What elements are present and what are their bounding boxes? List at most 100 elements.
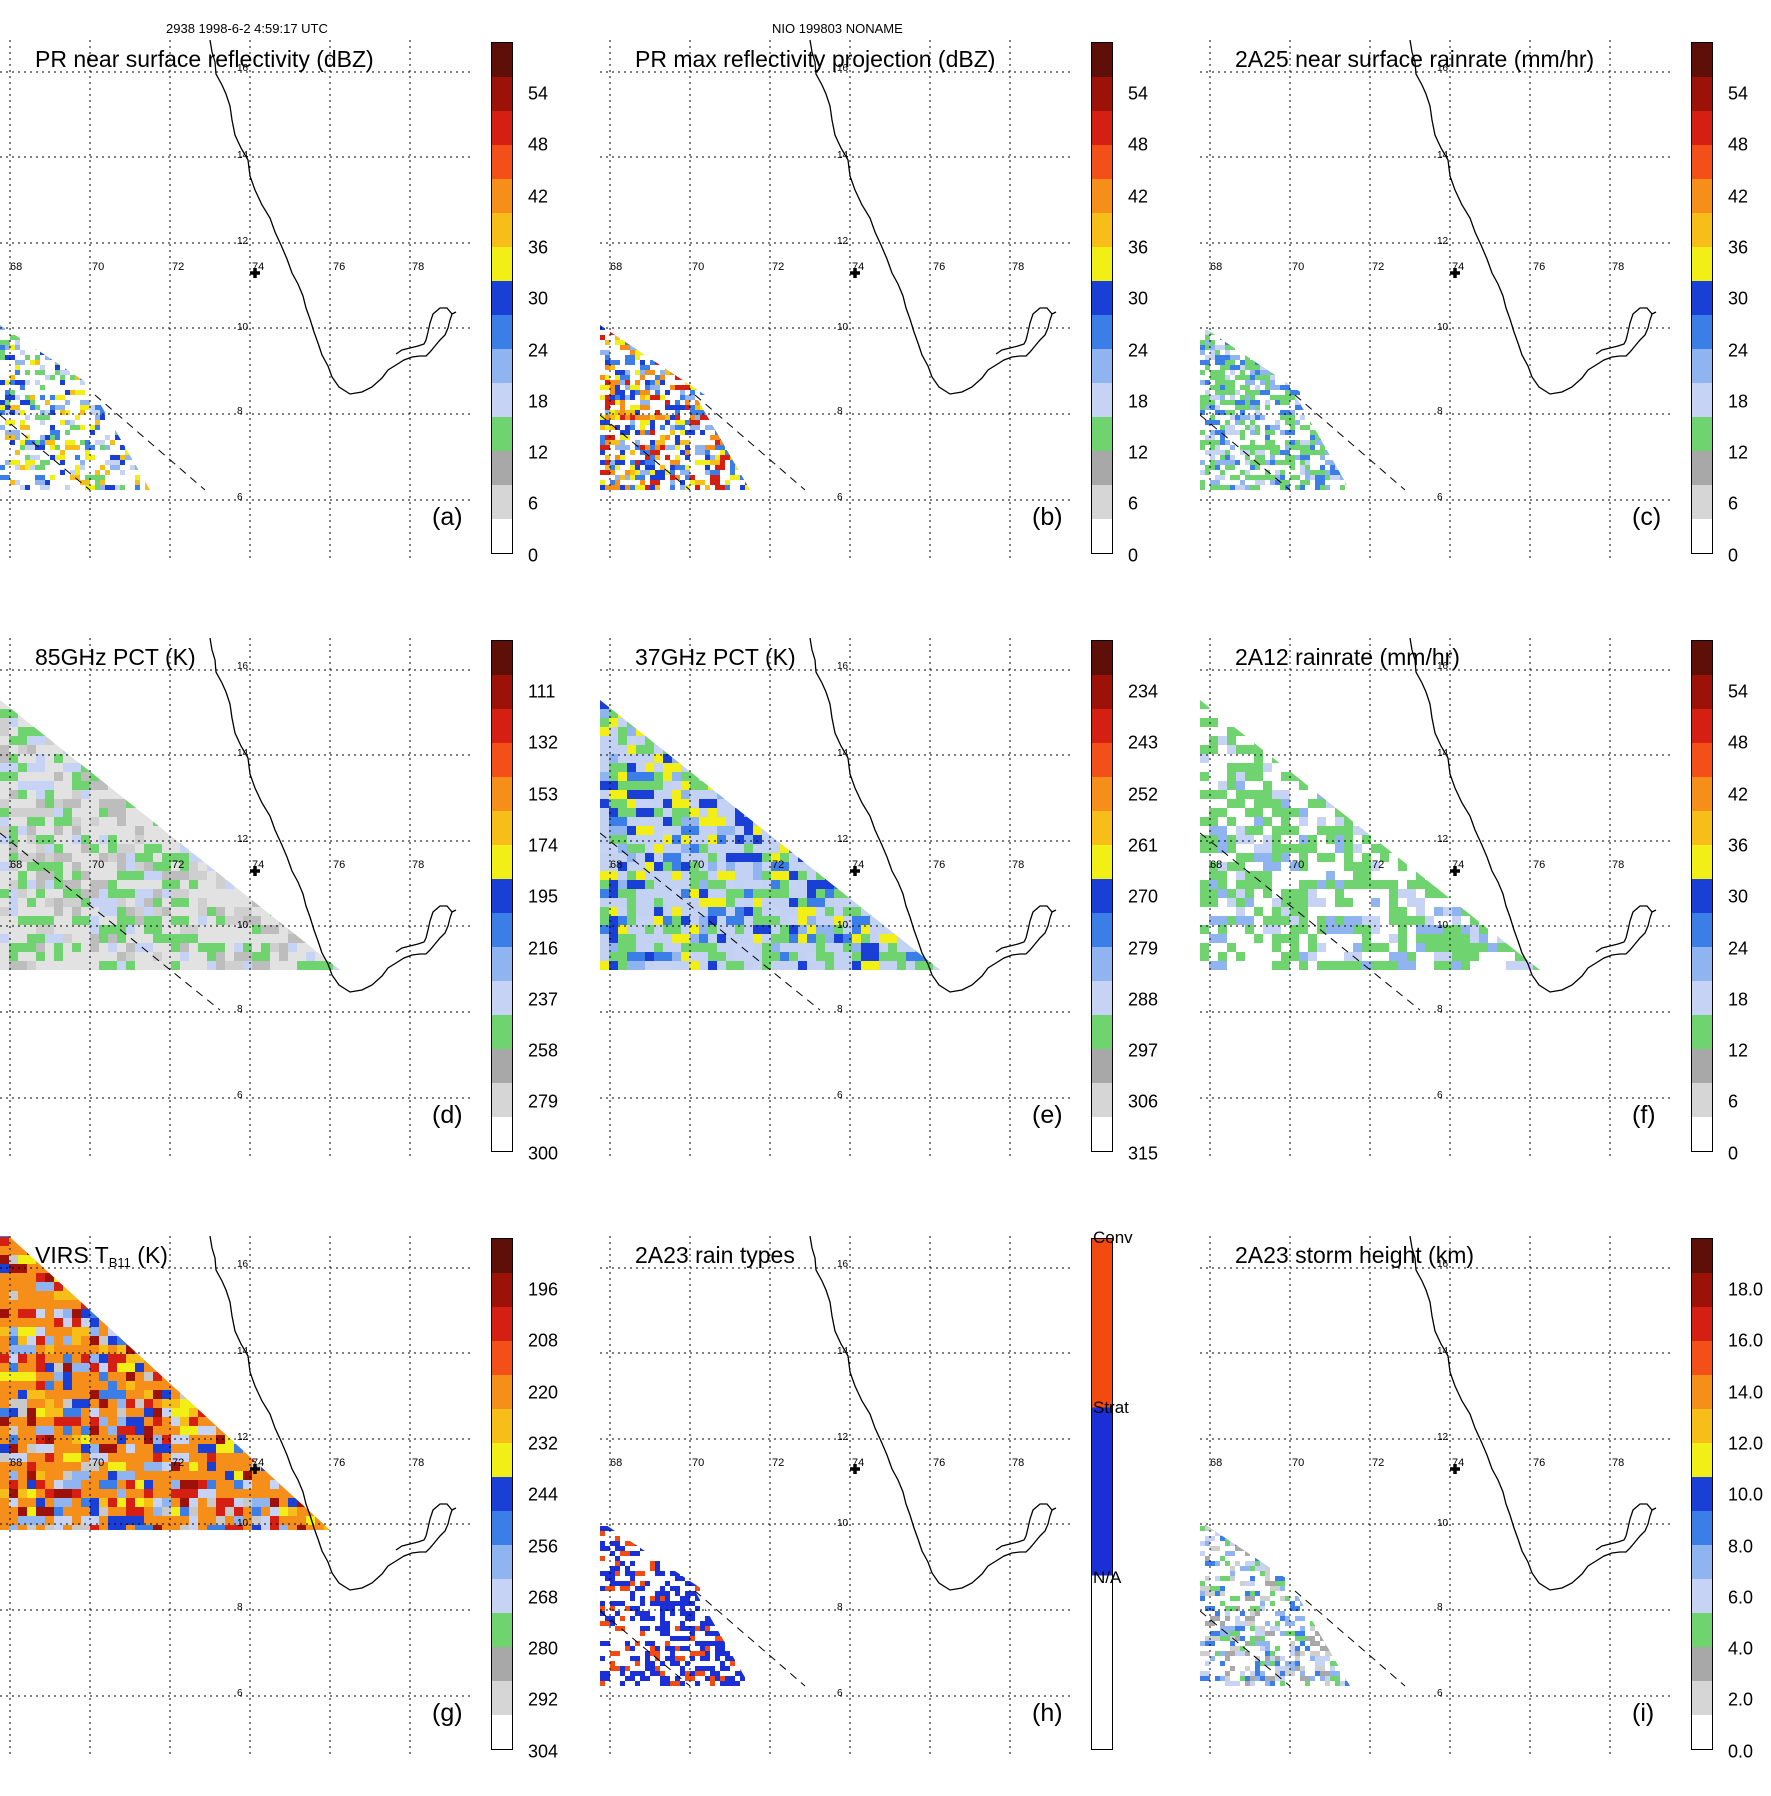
data-cell — [18, 1236, 36, 1237]
data-cell — [807, 817, 816, 826]
data-cell — [1325, 400, 1330, 405]
data-cell — [600, 480, 605, 485]
data-cell — [1488, 772, 1506, 781]
data-cell — [807, 889, 816, 898]
data-cell — [0, 405, 5, 410]
data-cell — [720, 1616, 725, 1621]
data-cell — [1255, 480, 1265, 485]
data-cell — [705, 1541, 715, 1546]
lat-label: 8 — [837, 1602, 843, 1613]
data-cell — [198, 1480, 207, 1489]
data-cell — [670, 470, 675, 475]
coastline — [210, 40, 456, 394]
data-cell — [324, 907, 342, 916]
data-cell — [1280, 360, 1290, 365]
data-cell — [243, 1399, 252, 1408]
data-cell — [1353, 727, 1371, 736]
data-cell — [1425, 700, 1443, 709]
data-cell — [740, 485, 745, 490]
data-cell — [681, 808, 690, 817]
data-cell — [225, 1237, 234, 1246]
data-cell — [1260, 1561, 1270, 1566]
data-cell — [1407, 799, 1416, 808]
data-cell — [720, 1586, 730, 1591]
data-cell — [1524, 871, 1533, 880]
data-cell — [1461, 736, 1479, 745]
data-cell — [1326, 880, 1335, 889]
data-cell — [630, 1671, 635, 1676]
data-cell — [36, 1426, 54, 1435]
data-cell — [625, 470, 630, 475]
lat-label: 16 — [837, 1259, 848, 1270]
data-cell — [1275, 355, 1285, 360]
data-cell — [99, 1390, 117, 1399]
data-cell — [1310, 335, 1320, 340]
data-cell — [1215, 370, 1225, 375]
data-cell — [1461, 763, 1470, 772]
data-cell — [180, 1507, 189, 1516]
data-cell — [1209, 871, 1227, 880]
data-cell — [63, 799, 81, 808]
data-cell — [1265, 1566, 1270, 1571]
data-cell — [55, 405, 65, 410]
data-cell — [180, 1237, 189, 1246]
data-cell — [655, 1591, 665, 1596]
data-cell — [735, 1636, 740, 1641]
lat-label: 6 — [237, 492, 243, 503]
colorbar-tick: 111 — [528, 682, 555, 703]
colorbar — [1091, 640, 1113, 1152]
data-cell — [117, 1282, 126, 1291]
colorbar-tick: 48 — [1128, 135, 1148, 156]
data-cell — [1398, 934, 1407, 943]
data-cell — [1270, 360, 1275, 365]
data-cell — [1315, 1591, 1325, 1596]
data-cell — [1524, 754, 1542, 763]
data-cell — [879, 907, 897, 916]
data-cell — [627, 898, 636, 907]
data-cell — [243, 961, 252, 970]
data-cell — [710, 1676, 715, 1681]
colorbar-tick: 54 — [1728, 84, 1748, 105]
data-cell — [1434, 718, 1452, 727]
data-cell — [1524, 799, 1542, 808]
data-cell — [36, 1354, 45, 1363]
data-cell — [1330, 1576, 1335, 1581]
data-cell — [1220, 385, 1225, 390]
data-cell — [933, 934, 942, 943]
data-cell — [234, 907, 252, 916]
data-cell — [708, 862, 717, 871]
data-cell — [1335, 790, 1344, 799]
data-cell — [1260, 1541, 1265, 1546]
data-cell — [279, 1336, 288, 1345]
data-cell — [315, 1399, 324, 1408]
data-cell — [771, 871, 789, 880]
data-cell — [1230, 475, 1235, 480]
data-cell — [90, 1273, 99, 1282]
data-cell — [1281, 799, 1290, 808]
data-cell — [110, 390, 120, 395]
data-cell — [279, 1417, 288, 1426]
coastline — [396, 1504, 452, 1550]
data-cell — [852, 700, 861, 709]
data-cell — [1310, 1551, 1315, 1556]
data-cell — [670, 1621, 675, 1626]
data-cell — [1320, 335, 1325, 340]
data-cell — [50, 425, 55, 430]
data-cell — [270, 1246, 279, 1255]
data-cell — [615, 370, 620, 375]
data-cell — [1345, 1621, 1350, 1626]
data-cell — [18, 790, 27, 799]
data-cell — [0, 1408, 9, 1417]
data-cell — [1245, 350, 1250, 355]
data-cell — [1270, 380, 1275, 385]
data-cell — [54, 826, 63, 835]
lon-label: 70 — [692, 1457, 704, 1469]
data-cell — [207, 727, 225, 736]
data-cell — [1255, 1626, 1260, 1631]
data-cell — [1443, 907, 1452, 916]
data-cell — [1425, 736, 1434, 745]
data-cell — [180, 1336, 189, 1345]
data-cell — [675, 425, 680, 430]
data-cell — [99, 1363, 108, 1372]
